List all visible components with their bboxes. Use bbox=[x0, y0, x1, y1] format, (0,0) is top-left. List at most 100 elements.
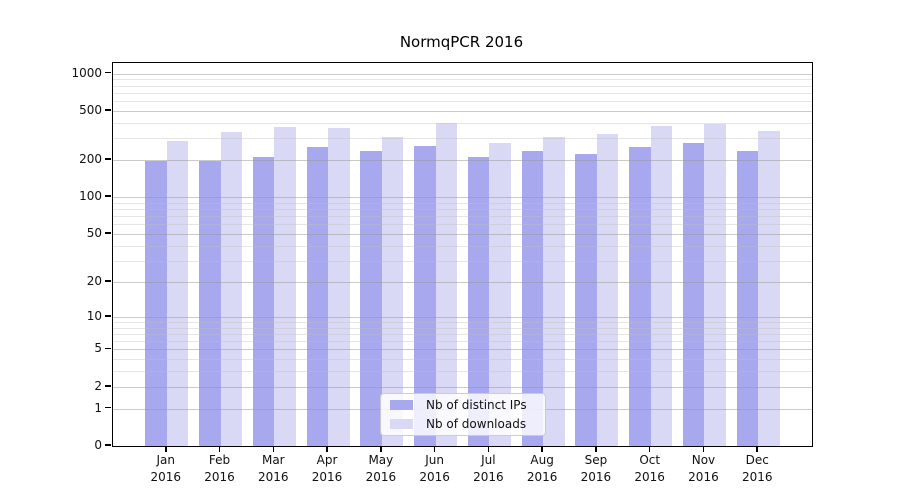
legend-label-downloads: Nb of downloads bbox=[426, 417, 527, 431]
bar-downloads-nov bbox=[704, 123, 726, 446]
y-tick-label-10: 10 bbox=[86, 308, 102, 323]
x-tick-mark-may bbox=[380, 447, 382, 452]
bar-distinct-ips-mar bbox=[252, 157, 275, 446]
major-gridline-50 bbox=[113, 234, 812, 236]
x-tick-mark-mar bbox=[272, 447, 275, 452]
x-tick-month: Oct bbox=[639, 453, 661, 467]
x-tick-month: Dec bbox=[745, 453, 769, 467]
y-tick-mark-2 bbox=[105, 384, 111, 387]
x-tick-mark-feb bbox=[218, 447, 221, 452]
x-tick-label-apr: Apr 2016 bbox=[295, 452, 359, 485]
x-tick-mark-aug bbox=[541, 447, 543, 452]
x-tick-mark-jan bbox=[164, 447, 167, 452]
x-tick-mark-jul bbox=[487, 447, 490, 452]
y-tick-mark-1000 bbox=[105, 71, 111, 74]
x-tick-year: 2016 bbox=[741, 469, 773, 484]
x-tick-label-jun: Jun 2016 bbox=[403, 452, 467, 485]
legend: Nb of distinct IPs Nb of downloads bbox=[380, 393, 546, 436]
minor-gridline-400 bbox=[113, 122, 812, 124]
bar-distinct-ips-sep bbox=[575, 153, 597, 446]
y-tick-label-0: 0 bbox=[94, 438, 102, 452]
bar-downloads-mar bbox=[274, 127, 296, 446]
bar-downloads-aug bbox=[543, 137, 565, 446]
x-tick-month: Jan bbox=[156, 453, 176, 467]
y-tick-mark-1 bbox=[105, 406, 111, 409]
minor-gridline-8 bbox=[113, 327, 812, 329]
y-tick-mark-100 bbox=[105, 195, 111, 197]
major-gridline-20 bbox=[113, 281, 812, 283]
minor-gridline-9 bbox=[113, 321, 812, 323]
x-tick-mark-nov bbox=[702, 447, 705, 452]
minor-gridline-60 bbox=[113, 224, 812, 226]
bar-downloads-apr bbox=[328, 127, 350, 446]
x-tick-year: 2016 bbox=[204, 469, 235, 484]
x-tick-label-may: May 2016 bbox=[349, 452, 413, 485]
x-tick-mark-oct bbox=[648, 447, 651, 452]
legend-item-downloads: Nb of downloads bbox=[390, 417, 536, 431]
plot-area: Nb of distinct IPs Nb of downloads bbox=[112, 62, 813, 447]
x-tick-mark-jun bbox=[433, 447, 436, 452]
y-tick-mark-50 bbox=[105, 232, 111, 234]
x-tick-year: 2016 bbox=[419, 469, 450, 484]
major-gridline-5 bbox=[113, 349, 812, 351]
x-tick-month: May bbox=[368, 453, 394, 467]
x-tick-month: Sep bbox=[584, 453, 608, 467]
y-tick-label-500: 500 bbox=[79, 102, 102, 117]
minor-gridline-40 bbox=[113, 245, 812, 247]
x-tick-mark-apr bbox=[326, 447, 328, 452]
y-tick-label-50: 50 bbox=[86, 226, 102, 241]
x-tick-mark-dec bbox=[756, 447, 759, 452]
x-tick-month: Jun bbox=[425, 453, 444, 467]
major-gridline-200 bbox=[113, 160, 812, 162]
bar-downloads-dec bbox=[758, 130, 780, 446]
x-tick-year: 2016 bbox=[580, 469, 612, 484]
minor-gridline-80 bbox=[113, 209, 812, 211]
y-tick-label-2: 2 bbox=[94, 378, 102, 393]
x-tick-label-feb: Feb 2016 bbox=[188, 452, 252, 485]
x-tick-year: 2016 bbox=[150, 469, 182, 484]
y-tick-mark-200 bbox=[105, 158, 111, 160]
x-tick-year: 2016 bbox=[526, 469, 558, 484]
bar-downloads-sep bbox=[596, 134, 619, 446]
x-tick-year: 2016 bbox=[473, 469, 504, 484]
y-tick-mark-5 bbox=[105, 347, 111, 350]
bar-distinct-ips-may bbox=[360, 151, 382, 446]
x-tick-year: 2016 bbox=[258, 469, 289, 484]
legend-swatch-distinct-ips bbox=[390, 400, 413, 410]
x-tick-label-nov: Nov 2016 bbox=[671, 452, 735, 485]
bar-distinct-ips-aug bbox=[521, 151, 544, 446]
major-gridline-1000 bbox=[113, 73, 812, 75]
y-tick-mark-10 bbox=[105, 314, 111, 317]
minor-gridline-3 bbox=[113, 371, 812, 373]
bar-distinct-ips-apr bbox=[306, 147, 329, 446]
minor-gridline-600 bbox=[113, 101, 812, 103]
bar-distinct-ips-jun bbox=[414, 146, 436, 446]
legend-swatch-downloads bbox=[390, 419, 413, 429]
y-tick-label-1000: 1000 bbox=[71, 65, 102, 80]
bar-distinct-ips-dec bbox=[736, 151, 759, 446]
legend-label-distinct-ips: Nb of distinct IPs bbox=[426, 398, 527, 412]
major-gridline-100 bbox=[113, 197, 812, 199]
minor-gridline-4 bbox=[113, 359, 812, 361]
minor-gridline-90 bbox=[113, 202, 812, 204]
x-tick-label-jul: Jul 2016 bbox=[456, 452, 520, 485]
major-gridline-2 bbox=[113, 386, 812, 388]
grid-layer bbox=[113, 63, 812, 446]
x-tick-year: 2016 bbox=[311, 469, 343, 484]
minor-gridline-6 bbox=[113, 341, 812, 343]
x-tick-month: Nov bbox=[691, 453, 716, 467]
x-tick-label-sep: Sep 2016 bbox=[564, 452, 628, 485]
y-tick-mark-20 bbox=[105, 280, 111, 282]
major-gridline-10 bbox=[113, 316, 812, 318]
bar-distinct-ips-oct bbox=[629, 147, 651, 446]
minor-gridline-800 bbox=[113, 85, 812, 87]
minor-gridline-70 bbox=[113, 216, 812, 218]
bar-downloads-oct bbox=[650, 126, 673, 446]
x-tick-label-oct: Oct 2016 bbox=[618, 452, 682, 485]
minor-gridline-900 bbox=[113, 79, 812, 81]
minor-gridline-7 bbox=[113, 333, 812, 335]
major-gridline-500 bbox=[113, 110, 812, 112]
minor-gridline-700 bbox=[113, 92, 812, 94]
x-tick-label-jan: Jan 2016 bbox=[134, 452, 198, 485]
